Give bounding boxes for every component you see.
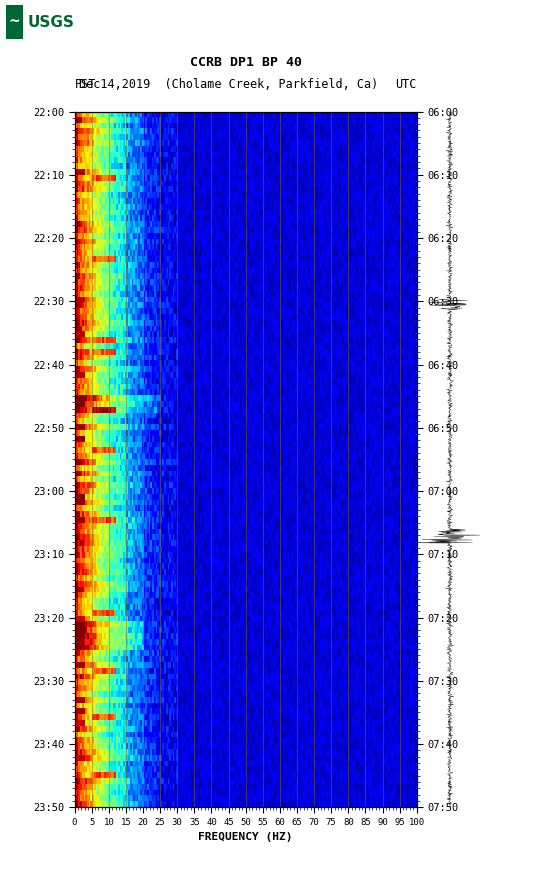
Text: PST: PST	[75, 78, 96, 91]
X-axis label: FREQUENCY (HZ): FREQUENCY (HZ)	[198, 832, 293, 842]
Text: USGS: USGS	[28, 15, 75, 29]
Text: Dec14,2019  (Cholame Creek, Parkfield, Ca): Dec14,2019 (Cholame Creek, Parkfield, Ca…	[79, 78, 379, 91]
Text: CCRB DP1 BP 40: CCRB DP1 BP 40	[190, 56, 301, 69]
Text: ~: ~	[8, 15, 20, 29]
Text: UTC: UTC	[395, 78, 417, 91]
Bar	[6, 5, 23, 39]
